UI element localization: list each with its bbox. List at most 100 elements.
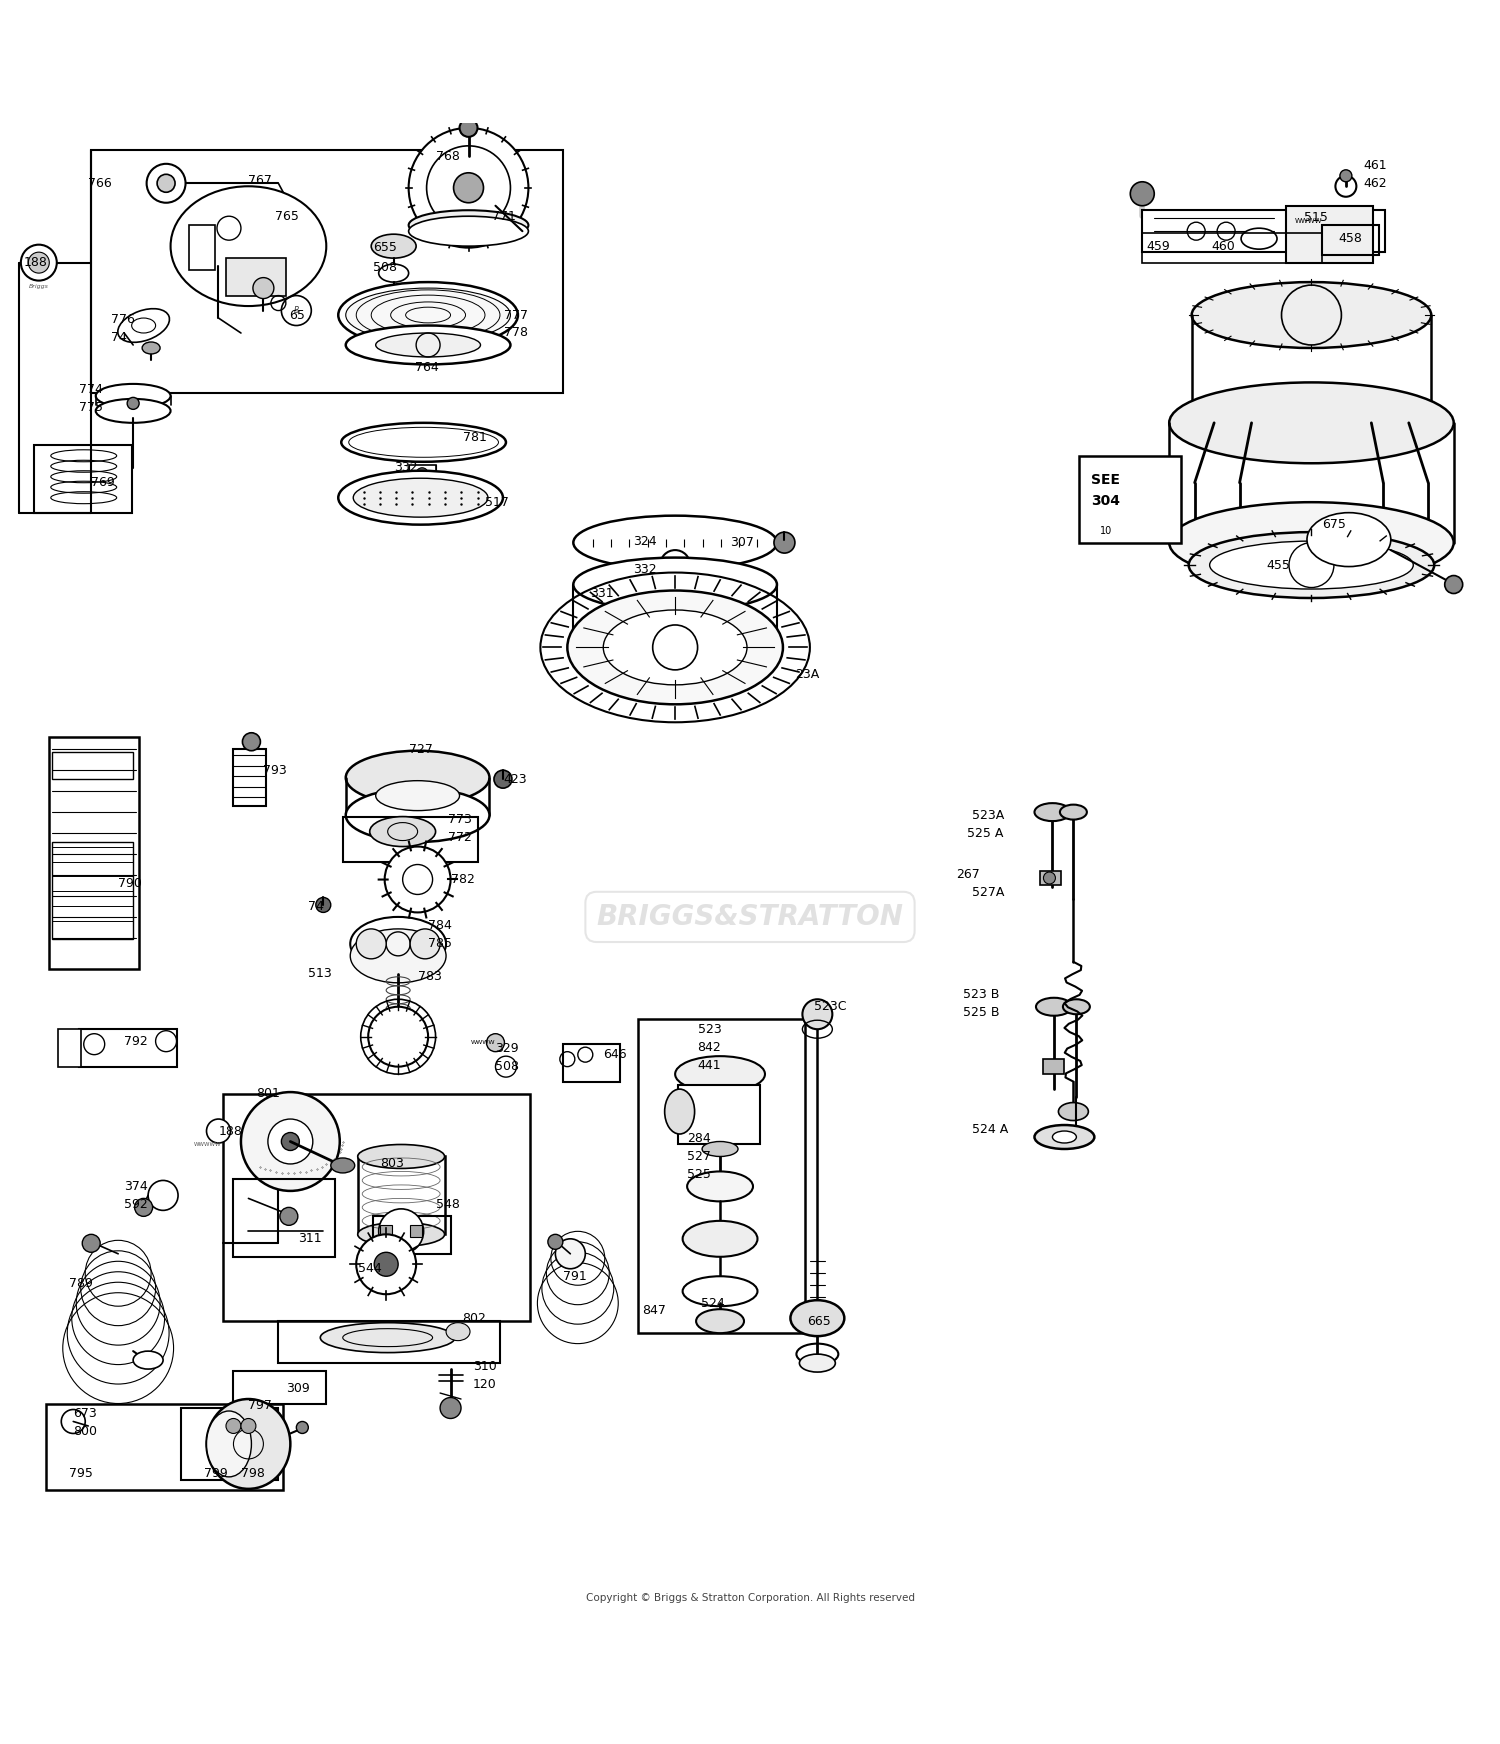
Text: 65: 65 [290, 309, 304, 321]
Bar [46, 1404, 284, 1491]
Text: 329: 329 [495, 1043, 519, 1055]
Ellipse shape [342, 422, 506, 462]
Ellipse shape [375, 781, 459, 811]
Circle shape [374, 1252, 398, 1277]
Text: 374: 374 [124, 1181, 148, 1193]
Bar [1080, 455, 1180, 542]
Text: 462: 462 [1364, 176, 1388, 190]
Bar [678, 1085, 760, 1144]
Text: 508: 508 [495, 1060, 519, 1073]
Ellipse shape [1240, 228, 1276, 249]
Bar [380, 1226, 392, 1236]
Text: 767: 767 [249, 174, 273, 187]
Ellipse shape [702, 1142, 738, 1156]
Bar [1143, 232, 1322, 263]
Circle shape [660, 549, 690, 581]
Ellipse shape [682, 1221, 758, 1257]
Ellipse shape [1168, 382, 1454, 464]
Ellipse shape [1306, 513, 1390, 567]
Ellipse shape [687, 1172, 753, 1202]
Circle shape [368, 1006, 428, 1067]
Ellipse shape [408, 211, 528, 241]
Bar [372, 1216, 450, 1254]
Ellipse shape [1191, 391, 1431, 455]
Circle shape [135, 1198, 153, 1216]
Circle shape [416, 467, 428, 480]
Circle shape [459, 119, 477, 136]
Text: 765: 765 [276, 209, 300, 223]
Circle shape [280, 1207, 298, 1226]
Circle shape [386, 286, 400, 302]
Text: Copyright © Briggs & Stratton Corporation. All Rights reserved: Copyright © Briggs & Stratton Corporatio… [585, 1592, 915, 1603]
Circle shape [774, 532, 795, 553]
Circle shape [1044, 872, 1056, 884]
Bar [53, 752, 134, 780]
Ellipse shape [603, 610, 747, 685]
Ellipse shape [1060, 804, 1088, 820]
Circle shape [147, 164, 186, 202]
Text: 776: 776 [111, 312, 135, 326]
Bar [80, 1029, 177, 1067]
Text: 592: 592 [124, 1198, 148, 1210]
Circle shape [62, 1409, 86, 1434]
Circle shape [494, 771, 512, 788]
Text: 655: 655 [372, 241, 396, 255]
Ellipse shape [1035, 1125, 1095, 1149]
Text: 548: 548 [435, 1198, 459, 1210]
Text: Briggs: Briggs [28, 284, 50, 288]
Text: 517: 517 [484, 495, 508, 509]
Circle shape [148, 1181, 178, 1210]
Ellipse shape [1168, 502, 1454, 582]
Text: BRIGGS&STRATTON: BRIGGS&STRATTON [597, 903, 903, 931]
Text: 525 B: 525 B [963, 1006, 999, 1018]
Ellipse shape [370, 234, 416, 258]
Text: WWWW: WWWW [471, 1039, 495, 1045]
Ellipse shape [357, 1144, 444, 1168]
Text: 304: 304 [1092, 494, 1120, 508]
Ellipse shape [346, 750, 489, 804]
Ellipse shape [345, 288, 510, 342]
Circle shape [1444, 576, 1462, 593]
Bar [50, 738, 140, 970]
Text: 332: 332 [633, 563, 657, 576]
Text: 799: 799 [204, 1467, 228, 1481]
Text: 460: 460 [1210, 239, 1234, 253]
Circle shape [1131, 181, 1155, 206]
Text: WWWWW: WWWWW [195, 1142, 222, 1148]
Text: 423: 423 [503, 773, 526, 787]
Bar [224, 1093, 530, 1322]
Text: 525 A: 525 A [968, 827, 1004, 839]
Text: 769: 769 [92, 476, 116, 490]
Text: 441: 441 [698, 1059, 721, 1071]
Circle shape [356, 930, 386, 959]
Text: 525: 525 [687, 1168, 711, 1181]
Text: 307: 307 [730, 535, 754, 549]
Ellipse shape [339, 471, 502, 525]
Circle shape [158, 174, 176, 192]
Bar [234, 750, 267, 806]
Ellipse shape [664, 1088, 694, 1134]
Circle shape [21, 244, 57, 281]
Text: 524: 524 [700, 1298, 724, 1310]
Ellipse shape [567, 591, 783, 705]
Text: 847: 847 [642, 1305, 666, 1317]
Ellipse shape [321, 1322, 454, 1353]
Circle shape [242, 1418, 256, 1434]
Text: 774: 774 [80, 384, 104, 396]
Text: 789: 789 [69, 1277, 93, 1291]
Ellipse shape [682, 1277, 758, 1306]
Bar [53, 842, 134, 940]
Bar [1143, 211, 1384, 253]
Circle shape [384, 846, 450, 912]
Text: 783: 783 [417, 970, 441, 984]
Text: 455: 455 [1266, 558, 1290, 572]
Circle shape [82, 1235, 100, 1252]
Ellipse shape [1191, 283, 1431, 349]
Ellipse shape [573, 558, 777, 612]
Text: 785: 785 [427, 937, 451, 950]
Text: 459: 459 [1148, 239, 1170, 253]
Circle shape [486, 1034, 504, 1052]
Bar [58, 1029, 81, 1067]
Bar [1286, 206, 1372, 263]
Text: 773: 773 [447, 813, 471, 827]
